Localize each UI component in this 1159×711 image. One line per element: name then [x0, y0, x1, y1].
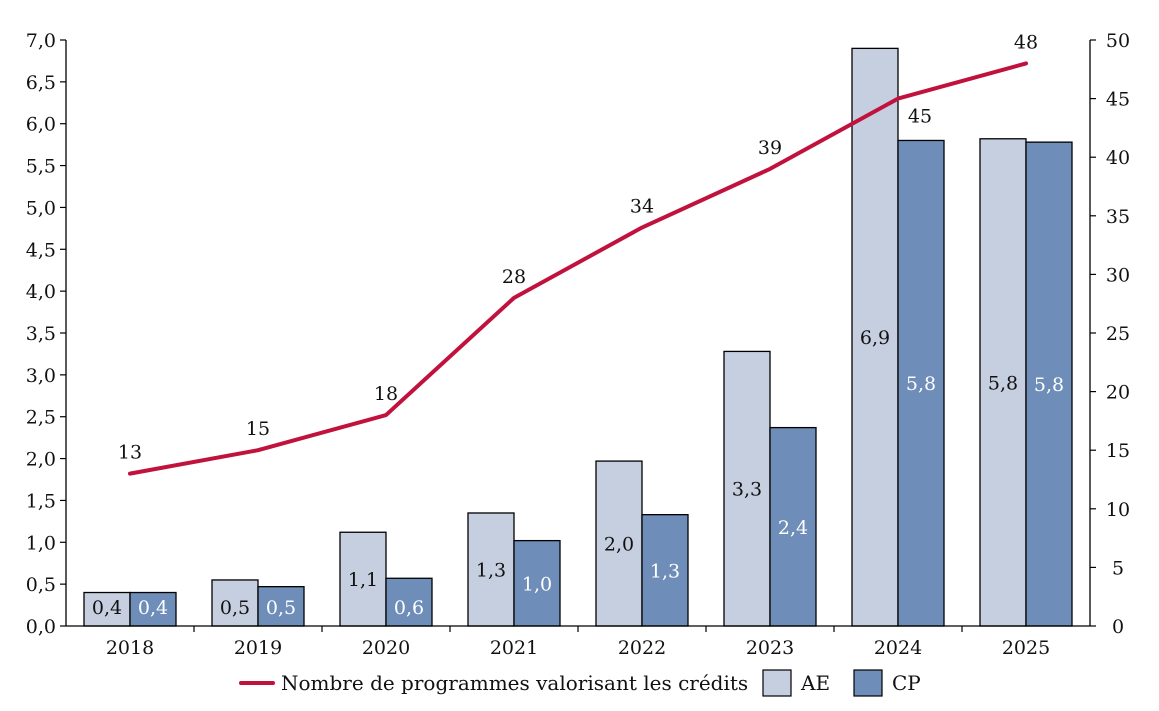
x-tick-label-2023: 2023: [746, 637, 794, 659]
x-tick-label-2020: 2020: [362, 637, 410, 659]
x-tick-label-2024: 2024: [874, 637, 922, 659]
data-label-ae-2025: 5,8: [988, 372, 1018, 394]
data-label-ae-2023: 3,3: [732, 479, 762, 501]
data-label-ae-2024: 6,9: [860, 327, 890, 349]
bar-cp-2019: [257, 586, 305, 627]
y-right-tick-label: 15: [1106, 440, 1130, 462]
x-tick-label-2025: 2025: [1002, 637, 1050, 659]
y-right-tick-label: 20: [1106, 382, 1130, 404]
y-left-tick-label: 1,0: [26, 532, 56, 554]
y-left-tick-label: 2,0: [26, 449, 56, 471]
line-label-2018: 13: [118, 442, 142, 464]
legend-label-cp: CP: [892, 671, 921, 695]
y-left-tick-label: 4,0: [26, 281, 56, 303]
x-tick-label-2018: 2018: [106, 637, 154, 659]
x-tick-label-2022: 2022: [618, 637, 666, 659]
line-layer: [128, 61, 1028, 476]
legend-label-ae: AE: [800, 671, 830, 695]
bar-cp-2020: [385, 577, 433, 627]
legend: Nombre de programmes valorisant les créd…: [239, 669, 921, 697]
y-right-tick-label: 40: [1106, 147, 1130, 169]
data-label-ae-2022: 2,0: [604, 534, 634, 556]
y-left-tick-label: 6,5: [26, 72, 56, 94]
y-left-tick-label: 5,0: [26, 197, 56, 219]
bars-layer: [83, 47, 1073, 627]
y-left-tick-label: 0,5: [26, 574, 56, 596]
legend-swatch-cp: [853, 669, 883, 697]
y-right-tick-label: 0: [1112, 616, 1124, 638]
legend-label-programmes: Nombre de programmes valorisant les créd…: [281, 671, 748, 695]
data-label-cp-2019: 0,5: [266, 597, 296, 619]
line-label-2021: 28: [502, 266, 526, 288]
line-label-2019: 15: [246, 418, 270, 440]
data-label-cp-2021: 1,0: [522, 573, 552, 595]
bar-ae-2018: [83, 591, 131, 627]
y-left-tick-label: 4,5: [26, 239, 56, 261]
y-left-tick-label: 3,0: [26, 365, 56, 387]
y-left-tick-label: 1,5: [26, 490, 56, 512]
data-label-cp-2020: 0,6: [394, 597, 424, 619]
line-label-2023: 39: [758, 137, 782, 159]
data-label-cp-2024: 5,8: [906, 373, 936, 395]
data-label-cp-2025: 5,8: [1034, 374, 1064, 396]
line-series-programmes: [128, 61, 1028, 476]
legend-swatch-ae: [762, 669, 792, 697]
y-left-tick-label: 5,5: [26, 156, 56, 178]
y-right-tick-label: 10: [1106, 499, 1130, 521]
bar-cp-2025: [1025, 141, 1073, 627]
y-right-tick-label: 5: [1112, 557, 1124, 579]
line-label-2020: 18: [374, 383, 398, 405]
bar-cp-2023: [769, 426, 817, 627]
y-left-tick-label: 6,0: [26, 114, 56, 136]
bar-cp-2024: [897, 139, 945, 627]
y-right-tick-label: 50: [1106, 30, 1130, 52]
bar-cp-2021: [513, 539, 561, 627]
y-right-tick-label: 30: [1106, 264, 1130, 286]
data-label-ae-2019: 0,5: [220, 597, 250, 619]
data-label-ae-2020: 1,1: [348, 569, 378, 591]
line-label-2024: 45: [908, 106, 932, 128]
line-label-2022: 34: [630, 196, 654, 218]
data-label-ae-2018: 0,4: [92, 597, 122, 619]
y-left-tick-label: 3,5: [26, 323, 56, 345]
data-label-cp-2018: 0,4: [138, 597, 168, 619]
y-left-tick-label: 7,0: [26, 30, 56, 52]
x-tick-label-2019: 2019: [234, 637, 282, 659]
line-label-2025: 48: [1014, 31, 1038, 53]
y-right-tick-label: 45: [1106, 89, 1130, 111]
bar-cp-2022: [641, 514, 689, 627]
data-label-cp-2022: 1,3: [650, 560, 680, 582]
y-right-tick-label: 25: [1106, 323, 1130, 345]
labels-layer: 0,4 0,4 0,5 0,5 1,1 0,6 1,3 1,0 2,0 1,3 3,3 2,4 6,9 5…: [92, 31, 1064, 619]
axes-layer: 2018 2019 2020 2021 2022 2023 2024 20250,00,51,…: [26, 30, 1130, 659]
y-right-tick-label: 35: [1106, 206, 1130, 228]
data-label-ae-2021: 1,3: [476, 559, 506, 581]
x-tick-label-2021: 2021: [490, 637, 538, 659]
y-left-tick-label: 0,0: [26, 616, 56, 638]
data-label-cp-2023: 2,4: [778, 517, 808, 539]
y-left-tick-label: 2,5: [26, 407, 56, 429]
